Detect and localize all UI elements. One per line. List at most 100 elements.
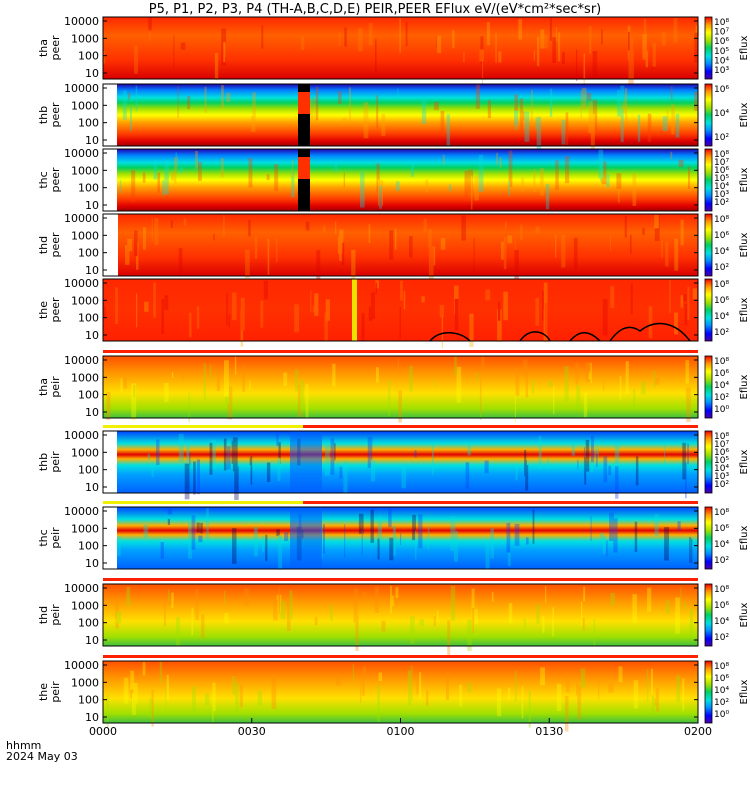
texture-stripe	[694, 91, 698, 111]
panel-label-instrument: peir	[49, 376, 62, 398]
colorbar: 10⁸ 10⁶ 10⁴ 10² 10⁰ Eflux	[704, 660, 750, 724]
y-tick-label: 10	[85, 406, 99, 419]
spectrogram-fill	[103, 84, 698, 146]
panel-label-probe: the	[37, 683, 50, 701]
texture-stripe	[213, 233, 215, 241]
colorbar: 10⁸ 10⁶ 10⁴ 10² Eflux	[704, 278, 750, 342]
texture-stripe	[555, 27, 557, 41]
colorbar-tick-label: 10⁴	[714, 182, 729, 192]
texture-stripe	[360, 172, 364, 196]
texture-stripe	[310, 290, 312, 313]
texture-stripe	[606, 174, 610, 188]
colorbar-tick-label: 10⁶	[714, 674, 729, 684]
colorbar-tick-label: 10⁴	[714, 540, 729, 550]
texture-stripe	[630, 283, 633, 315]
y-tick-label: 10	[85, 634, 99, 647]
texture-stripe	[620, 109, 624, 143]
texture-stripe	[665, 241, 669, 267]
texture-stripe	[191, 515, 196, 550]
spectrogram-fill	[103, 661, 698, 723]
y-tick-label: 10000	[64, 582, 99, 595]
texture-stripe	[588, 372, 591, 380]
texture-stripe	[357, 27, 363, 52]
texture-stripe	[573, 237, 578, 270]
texture-stripe	[228, 314, 231, 328]
texture-stripe	[580, 668, 586, 688]
texture-stripe	[487, 100, 491, 119]
texture-stripe	[244, 588, 249, 607]
panel-tha-peir: 10 100 1000 10000 tha peir 10⁸ 10⁶ 10⁴ 10² 10⁰ Eflu…	[37, 350, 750, 424]
texture-stripe	[394, 228, 397, 250]
texture-stripe	[209, 364, 212, 381]
texture-stripe	[361, 529, 363, 556]
texture-stripe	[479, 49, 484, 62]
texture-stripe	[566, 673, 570, 693]
texture-stripe	[486, 22, 490, 46]
texture-stripe	[312, 305, 316, 313]
texture-stripe	[332, 363, 336, 387]
texture-stripe	[603, 456, 608, 483]
texture-stripe	[378, 672, 383, 682]
texture-stripe	[179, 166, 183, 174]
texture-stripe	[313, 96, 316, 123]
colorbar-tick-label: 10⁶	[714, 524, 729, 534]
texture-stripe	[251, 115, 256, 132]
status-bar-red	[103, 578, 698, 581]
texture-stripe	[379, 185, 382, 209]
texture-stripe	[647, 113, 652, 142]
texture-stripe	[479, 386, 482, 420]
texture-stripe	[134, 45, 138, 74]
texture-stripe	[633, 389, 636, 409]
texture-stripe	[280, 600, 286, 620]
texture-stripe	[515, 367, 520, 396]
texture-stripe	[514, 236, 516, 252]
texture-stripe	[581, 87, 587, 110]
texture-stripe	[548, 380, 553, 387]
texture-stripe	[276, 433, 279, 446]
colorbar-tick-label: 10⁴	[714, 109, 729, 119]
texture-stripe	[132, 693, 136, 715]
texture-stripe	[376, 367, 379, 383]
spectrogram-texture	[103, 280, 698, 348]
colorbar-tick-label: 10²	[714, 698, 729, 708]
texture-stripe	[103, 306, 106, 318]
texture-stripe	[162, 180, 165, 196]
texture-stripe	[583, 392, 588, 418]
y-axis: 10 100 1000 10000	[64, 354, 698, 419]
texture-stripe	[341, 242, 345, 266]
y-tick-label: 10000	[64, 354, 99, 367]
texture-stripe	[514, 390, 516, 424]
texture-stripe	[395, 587, 399, 598]
texture-stripe	[223, 42, 226, 63]
data-gap	[103, 431, 117, 493]
texture-stripe	[142, 661, 146, 676]
texture-stripe	[692, 288, 698, 300]
texture-stripe	[547, 457, 550, 471]
texture-stripe	[316, 250, 321, 286]
texture-stripe	[276, 594, 282, 613]
panel-the-peer: 10 100 1000 10000 the peer 10⁸ 10⁶ 10⁴ 10² Eflux	[37, 277, 750, 348]
texture-stripe	[339, 32, 341, 46]
texture-stripe	[278, 587, 280, 614]
texture-stripe	[666, 110, 669, 120]
data-gap	[103, 214, 118, 276]
texture-stripe	[130, 670, 135, 690]
texture-stripe	[106, 391, 111, 420]
texture-stripe	[324, 312, 328, 341]
y-axis: 10 100 1000 10000	[64, 582, 698, 647]
panel-frame	[102, 583, 699, 647]
texture-stripe	[434, 378, 436, 389]
status-bar-yellow	[103, 425, 303, 428]
colorbar-tick-label: 10⁸	[714, 280, 729, 290]
texture-stripe	[362, 668, 365, 696]
texture-stripe	[610, 593, 615, 606]
texture-stripe	[544, 35, 548, 49]
texture-stripe	[606, 540, 608, 557]
colorbar-scale	[704, 506, 713, 570]
y-tick-label: 10	[85, 134, 99, 147]
texture-stripe	[183, 218, 187, 226]
texture-stripe	[600, 175, 605, 182]
texture-stripe	[128, 92, 131, 100]
y-tick-label: 1000	[71, 32, 99, 45]
